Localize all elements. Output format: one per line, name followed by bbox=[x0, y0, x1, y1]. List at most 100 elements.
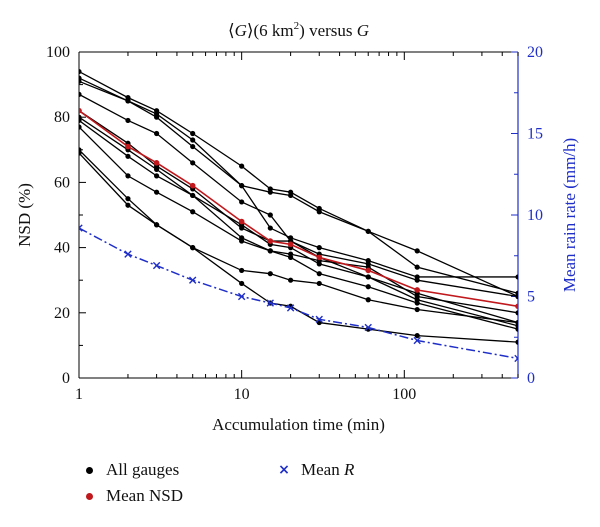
x-tick-label: 1 bbox=[75, 386, 83, 403]
gauge-point bbox=[316, 271, 322, 277]
y2-tick-label: 5 bbox=[527, 289, 535, 306]
gauge-point bbox=[515, 326, 518, 332]
y2-axis-label: Mean rain rate (mm/h) bbox=[560, 138, 579, 292]
gauge-point bbox=[288, 254, 294, 260]
y2-tick-label: 10 bbox=[527, 207, 543, 224]
mean-nsd-point bbox=[267, 238, 274, 244]
legend-label-mean-nsd: Mean NSD bbox=[106, 486, 183, 505]
gauge-point bbox=[414, 277, 420, 283]
gauge-point bbox=[288, 277, 294, 283]
mean-nsd-point bbox=[414, 287, 420, 293]
gauge-point bbox=[414, 264, 420, 270]
gauge-point bbox=[154, 130, 160, 137]
gauge-point bbox=[190, 245, 196, 251]
mean-r-point bbox=[364, 323, 372, 332]
gauge-point bbox=[79, 150, 82, 156]
mean-nsd-point bbox=[287, 241, 294, 248]
gauge-point bbox=[125, 98, 131, 104]
gauge-point bbox=[515, 293, 518, 300]
gauge-point bbox=[414, 306, 420, 313]
gauge-point bbox=[414, 300, 420, 306]
x-tick-label: 10 bbox=[234, 386, 250, 403]
gauge-point bbox=[125, 173, 131, 179]
y-tick-label: 40 bbox=[54, 240, 70, 257]
mean-r-point bbox=[286, 304, 295, 312]
gauge-point bbox=[125, 202, 131, 208]
mean-nsd-point bbox=[125, 143, 131, 150]
mean-nsd-point bbox=[316, 254, 323, 261]
x-tick-label: 100 bbox=[392, 386, 416, 403]
mean-r-point bbox=[152, 261, 161, 270]
gauge-point bbox=[239, 183, 245, 189]
y-tick-label: 80 bbox=[54, 109, 70, 126]
gauge-line-6 bbox=[79, 116, 518, 327]
gauge-point bbox=[515, 310, 518, 316]
gauge-point bbox=[239, 267, 245, 274]
y-axis-label: NSD (%) bbox=[15, 183, 34, 247]
mean-r-point bbox=[413, 336, 421, 345]
gauge-point bbox=[79, 117, 82, 124]
gauge-point bbox=[288, 192, 294, 199]
mean-r-point bbox=[266, 299, 274, 307]
legend-item-mean-nsd: Mean NSD bbox=[80, 486, 183, 506]
gauge-point bbox=[365, 228, 371, 234]
gauge-point bbox=[414, 248, 420, 254]
legend-item-all-gauges: All gauges bbox=[80, 460, 179, 480]
gauge-point bbox=[125, 117, 131, 124]
gauge-point bbox=[316, 245, 322, 251]
gauge-point bbox=[125, 153, 131, 159]
gauge-point bbox=[316, 280, 322, 287]
gauge-point bbox=[190, 192, 196, 199]
gauge-point bbox=[316, 209, 322, 215]
gauge-point bbox=[154, 189, 160, 195]
gauge-point bbox=[79, 78, 82, 84]
mean-nsd-point bbox=[515, 303, 518, 310]
legend-label-all-gauges: All gauges bbox=[106, 460, 180, 479]
gauge-point bbox=[365, 284, 371, 290]
gauge-point bbox=[79, 68, 82, 75]
gauge-point bbox=[239, 163, 245, 169]
gauge-point bbox=[414, 293, 420, 300]
mean-nsd-point bbox=[153, 160, 160, 166]
legend-item-mean-r: × Mean R bbox=[275, 460, 354, 480]
y-tick-label: 0 bbox=[62, 370, 70, 387]
y2-tick-label: 20 bbox=[527, 44, 543, 61]
y-tick-label: 100 bbox=[46, 44, 70, 61]
mean-r-point bbox=[188, 276, 197, 284]
mean-r-point bbox=[124, 250, 132, 258]
gauge-point bbox=[365, 297, 371, 303]
legend-label-mean-r-symbol: R bbox=[343, 460, 355, 479]
legend-label-mean-r: Mean bbox=[301, 460, 340, 479]
mean-r-point bbox=[79, 224, 83, 232]
gauge-line-1 bbox=[79, 70, 518, 298]
gauge-point bbox=[154, 173, 160, 179]
gauge-line-9 bbox=[79, 149, 518, 324]
gauge-point bbox=[515, 339, 518, 345]
y-tick-label: 20 bbox=[54, 305, 70, 322]
mean-r-point bbox=[514, 354, 518, 363]
gauge-point bbox=[365, 274, 371, 280]
gauge-point bbox=[267, 212, 273, 218]
y2-tick-label: 15 bbox=[527, 126, 543, 143]
mean-r-point bbox=[237, 292, 246, 301]
gauge-point bbox=[190, 209, 196, 215]
gauge-point bbox=[239, 238, 245, 244]
gauge-point bbox=[79, 91, 82, 97]
legend: All gauges Mean NSD × Mean R bbox=[80, 458, 540, 518]
mean-nsd-point bbox=[238, 218, 245, 225]
black-dot-icon bbox=[85, 466, 93, 474]
x-axis-label: Accumulation time (min) bbox=[212, 415, 385, 434]
gauge-point bbox=[239, 199, 245, 205]
gauge-point bbox=[154, 111, 160, 117]
gauge-point bbox=[267, 225, 273, 231]
gauge-point bbox=[190, 143, 196, 150]
y2-tick-label: 0 bbox=[527, 370, 535, 387]
gauge-point bbox=[267, 189, 273, 195]
mean-r-point bbox=[315, 315, 323, 324]
gauge-point bbox=[190, 137, 196, 143]
gauge-point bbox=[154, 166, 160, 172]
gauge-point bbox=[515, 274, 518, 280]
chart-title: ⟨G⟩(6 km2) versus G bbox=[228, 20, 369, 40]
gauge-point bbox=[79, 124, 82, 130]
